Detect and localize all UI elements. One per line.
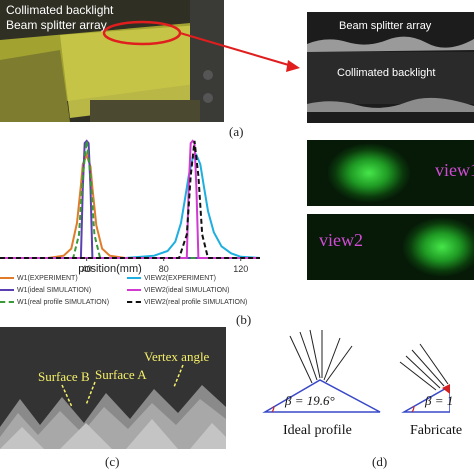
series-line-6 [0,140,260,259]
legend-swatch-1 [0,277,14,280]
ideal-profile-label: Ideal profile [283,423,352,438]
view1-image: view1 [307,140,474,206]
caption-b: (b) [236,312,252,327]
legend-swatch-5 [0,301,14,304]
series-line-1 [0,152,260,259]
legend-label-4: VIEW2(ideal SIMULATION) [144,287,230,294]
zoom-illustration [307,12,474,123]
profile-diagram [262,329,450,413]
x-axis-label: position(mm) [78,263,142,275]
sem-illustration [0,327,226,449]
zoom-photo: Beam splitter array Collimated backlight [307,12,474,123]
caption-c: (c) [105,454,120,469]
photo-illustration [0,0,224,122]
legend-label-5: W1(real profile SIMULATION) [17,299,110,306]
photo-label-collimated: Collimated backlight [6,3,114,17]
series-line-3 [0,140,260,259]
series-line-4 [0,153,261,259]
fabricated-profile-label: Fabricate [410,423,463,438]
legend-label-6: VIEW2(real profile SIMULATION) [144,299,248,306]
series-line-2 [0,139,260,259]
light-distribution-chart: 40 80 120 position(mm) [0,139,261,275]
x-tick-label-1: 40 [82,264,92,274]
caption-d: (d) [372,454,388,469]
legend-swatch-6 [127,301,141,304]
view1-label: view1 [435,160,474,180]
zoom-label-collimated: Collimated backlight [337,67,436,79]
view2-image: view2 [307,214,474,280]
backlight-photo: Collimated backlight Beam splitter array [0,0,224,122]
x-tick-label-2: 80 [159,264,169,274]
legend-label-1: W1(EXPERIMENT) [17,275,78,282]
legend-item-2: VIEW2(EXPERIMENT) [127,275,216,282]
series-line-5 [0,139,260,259]
caption-a: (a) [229,124,244,139]
legend-label-2: VIEW2(EXPERIMENT) [144,275,216,282]
legend-item-5: W1(real profile SIMULATION) [0,299,109,306]
beta-fabricated: β = 1 [425,393,454,408]
legend-item-6: VIEW2(real profile SIMULATION) [127,299,247,306]
legend-item-4: VIEW2(ideal SIMULATION) [127,287,229,294]
legend-swatch-4 [127,289,141,292]
photo-label-beam-splitter: Beam splitter array [6,18,107,32]
label-surface-a: Surface A [95,367,147,382]
beta-ideal: β = 19.6° [285,393,335,408]
x-tick-label-3: 120 [233,264,248,274]
legend-item-1: W1(EXPERIMENT) [0,275,78,282]
legend-swatch-3 [0,289,14,292]
label-vertex-angle: Vertex angle [144,349,210,364]
legend-item-3: W1(ideal SIMULATION) [0,287,91,294]
view2-label: view2 [319,230,363,250]
legend-label-3: W1(ideal SIMULATION) [17,287,92,294]
sem-annotation-arrows [61,364,184,408]
label-surface-b: Surface B [38,369,90,384]
highlight-ellipse [102,20,182,46]
zoom-label-beam-splitter: Beam splitter array [339,20,432,32]
sem-image: Surface B Surface A Vertex angle [0,327,226,449]
legend-swatch-2 [127,277,141,280]
